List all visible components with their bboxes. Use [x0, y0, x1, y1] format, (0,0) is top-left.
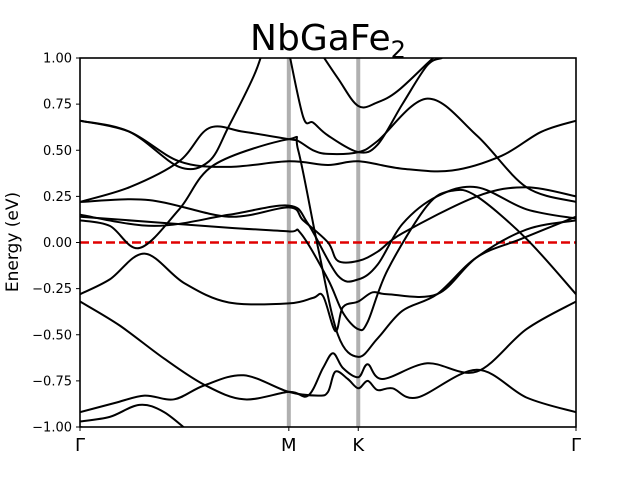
- x-tick-label: K: [352, 435, 365, 456]
- band-line-9: [80, 186, 576, 264]
- band-line-13: [322, 58, 435, 109]
- band-line-6: [80, 135, 576, 358]
- band-line-1: [80, 426, 86, 427]
- chart-title-subscript: 2: [391, 36, 406, 64]
- y-axis-label: Energy (eV): [3, 192, 23, 292]
- x-tick-label: M: [281, 435, 297, 456]
- band-lines: [80, 58, 576, 427]
- band-line-4: [80, 300, 576, 401]
- band-line-3: [80, 368, 576, 414]
- y-tick-label: −0.75: [32, 374, 72, 389]
- band-line-11: [80, 119, 576, 173]
- x-tick-label: Γ: [75, 435, 85, 456]
- y-axis-ticks: −1.00 −0.75 −0.50 −0.25 0.00 0.25 0.50 0.75 1.00: [32, 52, 80, 436]
- y-tick-label: −1.00: [32, 421, 72, 436]
- band-line-10: [80, 97, 576, 203]
- band-line-7: [80, 188, 576, 332]
- y-tick-label: −0.25: [32, 282, 72, 297]
- chart-title-main: NbGaFe: [250, 18, 391, 59]
- y-tick-label: 0.50: [43, 144, 72, 159]
- band-line-5: [80, 219, 576, 333]
- band-line-2: [80, 403, 185, 427]
- y-tick-label: 0.75: [43, 98, 72, 113]
- y-tick-label: 0.25: [43, 190, 72, 205]
- y-tick-label: 0.00: [43, 236, 72, 251]
- x-tick-label: Γ: [571, 435, 581, 456]
- band-line-14: [289, 58, 443, 154]
- chart-title: NbGaFe2: [250, 18, 406, 64]
- y-tick-label: −0.50: [32, 328, 72, 343]
- band-line-12: [80, 58, 262, 171]
- y-tick-label: 1.00: [43, 52, 72, 67]
